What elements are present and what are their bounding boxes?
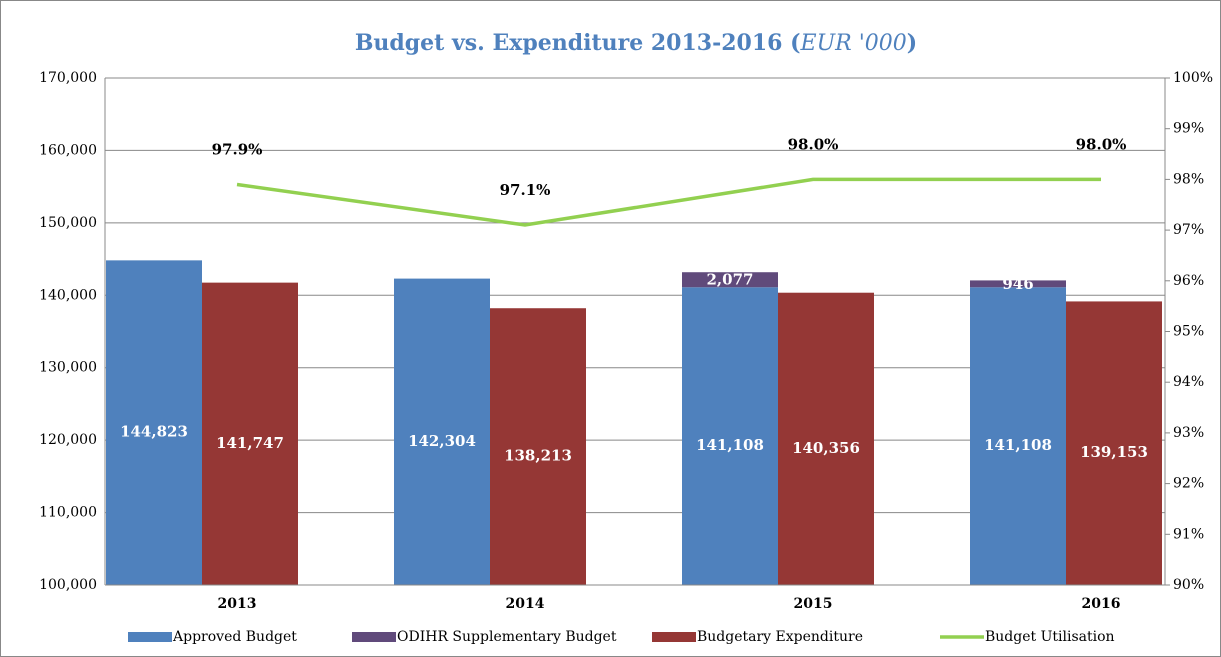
legend-label: Budgetary Expenditure xyxy=(697,629,863,645)
data-label: 144,823 xyxy=(120,423,188,441)
bar xyxy=(394,278,490,585)
data-label: 98.0% xyxy=(1076,135,1127,153)
y2-tick-label: 100% xyxy=(1173,70,1213,86)
y-tick-label: 110,000 xyxy=(39,505,97,521)
bar xyxy=(1066,301,1162,585)
title-text: Budget vs. Expenditure 2013-2016 ( xyxy=(355,30,801,56)
x-tick-label: 2015 xyxy=(794,596,833,612)
data-label: 141,747 xyxy=(216,434,284,452)
bar xyxy=(970,280,1066,288)
y-tick-label: 140,000 xyxy=(39,287,97,303)
y2-tick-label: 94% xyxy=(1173,374,1204,390)
y2-tick-label: 92% xyxy=(1173,476,1204,492)
y2-tick-label: 97% xyxy=(1173,222,1204,238)
bar xyxy=(682,287,778,585)
data-label: 97.1% xyxy=(500,181,551,199)
data-label: 2,077 xyxy=(707,271,754,289)
y2-tick-label: 96% xyxy=(1173,273,1204,289)
data-label: 97.9% xyxy=(212,140,263,158)
title-unit: EUR '000 xyxy=(800,31,907,56)
y-tick-label: 160,000 xyxy=(39,142,97,158)
y-tick-label: 120,000 xyxy=(39,432,97,448)
legend-label: Budget Utilisation xyxy=(985,629,1115,645)
legend-swatch xyxy=(352,632,396,642)
y2-tick-label: 93% xyxy=(1173,425,1204,441)
data-label: 98.0% xyxy=(788,135,839,153)
bar xyxy=(778,292,874,585)
y2-tick-label: 99% xyxy=(1173,121,1204,137)
data-label: 138,213 xyxy=(504,447,572,465)
y-tick-label: 100,000 xyxy=(39,577,97,593)
line xyxy=(236,177,1101,227)
data-label: 142,304 xyxy=(408,432,476,450)
x-tick-label: 2013 xyxy=(218,596,257,612)
y2-tick-label: 95% xyxy=(1173,324,1204,340)
bar xyxy=(970,287,1066,585)
bar xyxy=(490,308,586,585)
data-label: 141,108 xyxy=(984,436,1052,454)
legend-label: Approved Budget xyxy=(172,629,297,645)
bar xyxy=(106,260,202,585)
bar xyxy=(202,282,298,585)
title-close: ) xyxy=(907,30,917,56)
bar xyxy=(682,272,778,288)
y-tick-label: 130,000 xyxy=(39,360,97,376)
legend-label: ODIHR Supplementary Budget xyxy=(397,629,617,645)
x-tick-label: 2016 xyxy=(1082,596,1121,612)
y-tick-label: 150,000 xyxy=(39,215,97,231)
y2-tick-label: 90% xyxy=(1173,577,1204,593)
x-tick-label: 2014 xyxy=(506,596,545,612)
data-label: 946 xyxy=(1002,275,1033,293)
chart-title: Budget vs. Expenditure 2013-2016 (EUR '0… xyxy=(355,30,917,56)
legend-swatch xyxy=(128,632,172,642)
y2-tick-label: 91% xyxy=(1173,526,1204,542)
y2-tick-label: 98% xyxy=(1173,171,1204,187)
data-label: 139,153 xyxy=(1080,443,1148,461)
y-tick-label: 170,000 xyxy=(39,70,97,86)
legend-swatch xyxy=(652,632,696,642)
data-label: 141,108 xyxy=(696,436,764,454)
data-label: 140,356 xyxy=(792,439,860,457)
